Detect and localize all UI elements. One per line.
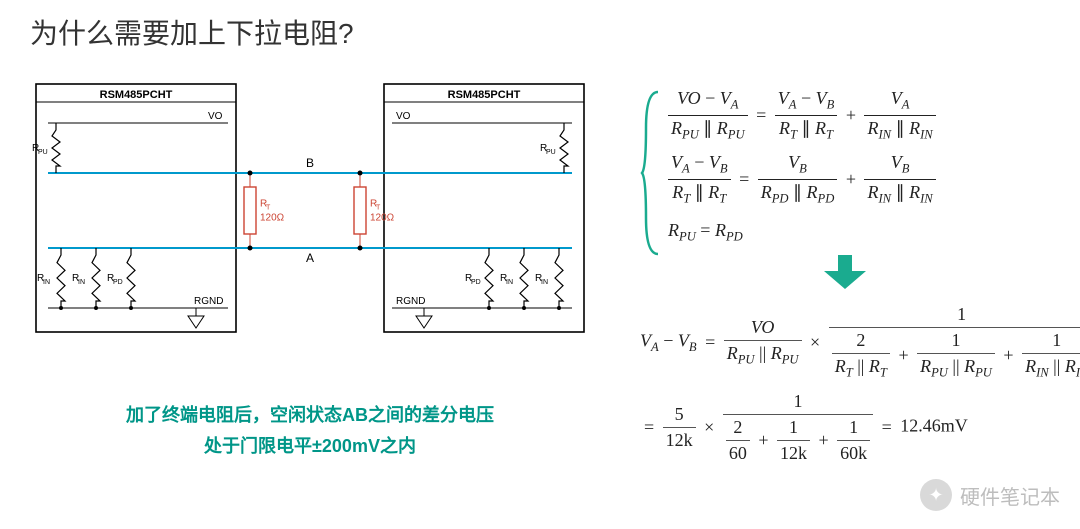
svg-text:VO: VO xyxy=(396,111,411,122)
svg-text:IN: IN xyxy=(506,279,513,286)
caption: 加了终端电阻后，空闲状态AB之间的差分电压 处于门限电平±200mV之内 xyxy=(60,400,560,461)
result-equation: VA − VB = VORPU || RPU × 1 2RT || RT + 1… xyxy=(640,304,1050,464)
svg-text:VO: VO xyxy=(208,111,223,122)
caption-line1: 加了终端电阻后，空闲状态AB之间的差分电压 xyxy=(126,405,494,425)
svg-text:120Ω: 120Ω xyxy=(370,213,395,224)
svg-text:B: B xyxy=(306,156,314,170)
result-line1: VA − VB = VORPU || RPU × 1 2RT || RT + 1… xyxy=(640,304,1050,381)
svg-text:PU: PU xyxy=(546,149,556,156)
watermark: ✦ 硬件笔记本 xyxy=(920,479,1060,511)
result-line2: = 512k × 1 260 + 112k + 160k = 12.46mV xyxy=(640,391,1050,464)
svg-text:PD: PD xyxy=(113,279,123,286)
svg-text:T: T xyxy=(376,205,381,212)
equation-3: RPU = RPD xyxy=(668,220,1050,245)
svg-text:IN: IN xyxy=(541,279,548,286)
final-value: 12.46mV xyxy=(900,415,968,435)
svg-text:PU: PU xyxy=(38,149,48,156)
svg-text:A: A xyxy=(306,251,314,265)
arrow-down-icon xyxy=(640,255,1050,294)
svg-text:RGND: RGND xyxy=(194,296,223,307)
circuit-svg: RSM485PCHTRSM485PCHTVOVOBARGNDRGNDRT120Ω… xyxy=(30,78,590,338)
equation-system: VO − VARPU ∥ RPU = VA − VBRT ∥ RT + VARI… xyxy=(640,88,1050,245)
wechat-icon: ✦ xyxy=(920,479,952,511)
svg-text:RSM485PCHT: RSM485PCHT xyxy=(100,89,173,101)
svg-text:120Ω: 120Ω xyxy=(260,213,285,224)
equations-group: VO − VARPU ∥ RPU = VA − VBRT ∥ RT + VARI… xyxy=(640,78,1050,474)
svg-text:IN: IN xyxy=(43,279,50,286)
circuit-diagram: RSM485PCHTRSM485PCHTVOVOBARGNDRGNDRT120Ω… xyxy=(30,78,590,343)
brace-icon xyxy=(640,88,664,258)
page-title: 为什么需要加上下拉电阻? xyxy=(30,12,354,52)
watermark-text: 硬件笔记本 xyxy=(960,481,1060,510)
svg-text:PD: PD xyxy=(471,279,481,286)
equation-1: VO − VARPU ∥ RPU = VA − VBRT ∥ RT + VARI… xyxy=(668,88,1050,142)
equation-2: VA − VBRT ∥ RT = VBRPD ∥ RPD + VBRIN ∥ R… xyxy=(668,152,1050,206)
svg-text:T: T xyxy=(266,205,271,212)
svg-text:RSM485PCHT: RSM485PCHT xyxy=(448,89,521,101)
svg-text:RGND: RGND xyxy=(396,296,425,307)
svg-text:IN: IN xyxy=(78,279,85,286)
caption-line2: 处于门限电平±200mV之内 xyxy=(204,436,416,456)
